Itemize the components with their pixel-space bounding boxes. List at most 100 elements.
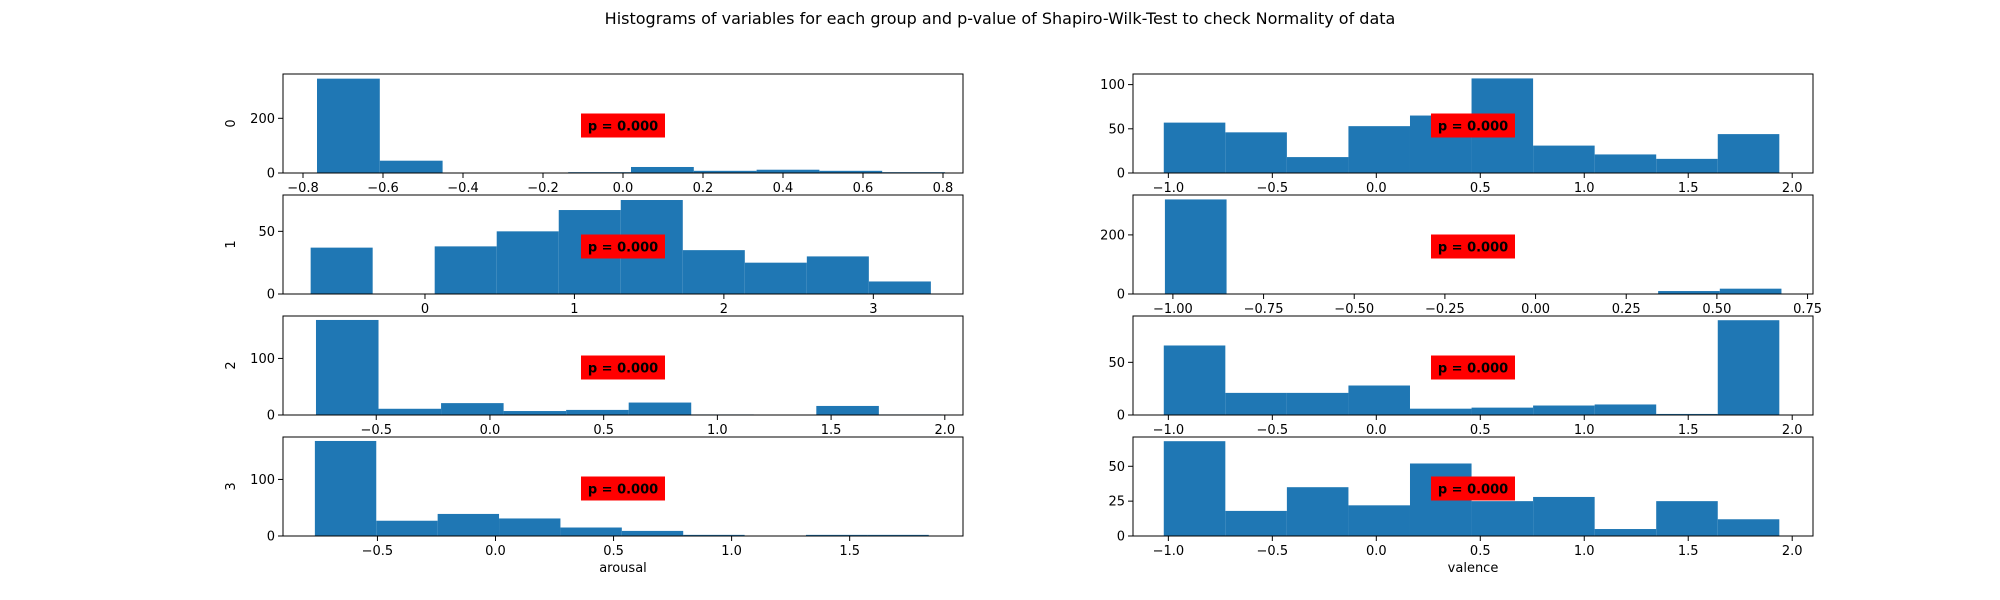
x-tick-label: 0.5 [593,423,614,438]
histogram-bar [693,170,757,173]
y-tick-label: 25 [1108,495,1125,510]
histogram-bar [628,402,692,415]
histogram-bar [1225,510,1287,536]
x-tick-label: 0.4 [773,181,794,196]
histogram-bar [682,250,745,294]
y-tick-label: 100 [1100,78,1125,93]
histogram-bar [1225,392,1287,415]
histogram-bar [496,231,559,294]
histogram-bar [1163,441,1226,536]
y-tick-label: 0 [1117,167,1125,182]
histogram-bar [867,534,929,536]
histogram-bar [560,527,622,536]
histogram-bar [566,409,629,415]
histogram-bar [683,534,745,536]
y-tick-label: 200 [1100,228,1125,243]
axes-frame [1132,73,1814,174]
p-value-box [581,113,665,138]
histogram-bar [1717,519,1780,536]
histogram-bar [744,262,807,294]
histogram-bar [1656,158,1718,173]
histogram-panel-3-0: −0.5 0.0 0.5 1.0 1.5 0 100 3 arousal p = 0.000 [224,436,964,576]
histogram-bar [437,513,500,536]
p-value-label: p = 0.000 [588,483,658,498]
histogram-bar [1594,404,1657,415]
histogram-bar [621,530,684,536]
x-tick-label: 0.0 [1366,181,1387,196]
histogram-bar [1717,134,1780,173]
histogram-panel-2-0: −0.5 0.0 0.5 1.0 1.5 2.0 0 100 2 p = 0.000 [224,315,964,438]
x-tick-label: 0.25 [1612,302,1641,317]
x-tick-label: −1.0 [1153,544,1185,559]
histogram-bar [317,78,380,173]
p-value-label: p = 0.000 [588,120,658,135]
x-tick-label: 2.0 [1782,181,1803,196]
histogram-bar [1533,145,1595,173]
x-tick-label: 1.0 [1574,423,1595,438]
x-tick-label: −1.0 [1153,181,1185,196]
x-tick-label: −1.00 [1153,302,1193,317]
histogram-bar [1348,505,1410,536]
x-tick-label: 2 [720,302,728,317]
histogram-bar [503,411,567,415]
x-tick-label: 0.75 [1793,302,1822,317]
x-tick-label: 1.0 [1574,181,1595,196]
histogram-bar [315,319,379,415]
x-tick-label: 3 [869,302,877,317]
histogram-panel-0-1: −1.0 −0.5 0.0 0.5 1.0 1.5 2.0 0 50 100 p = 0.000 [1100,73,1814,196]
x-tick-label: 1.5 [1678,544,1699,559]
x-tick-label: −0.50 [1334,302,1374,317]
x-tick-label: −0.5 [1257,181,1289,196]
axes-frame [282,194,964,295]
p-value-label: p = 0.000 [1438,120,1508,135]
x-tick-label: −0.5 [360,423,392,438]
x-tick-label: 1.0 [707,423,728,438]
x-tick-label: −1.0 [1153,423,1185,438]
x-tick-label: −0.25 [1425,302,1465,317]
histogram-bar [1286,157,1349,173]
x-tick-label: 0.50 [1702,302,1731,317]
y-axis-label: 2 [224,361,239,369]
p-value-box [581,476,665,501]
y-tick-label: 50 [1108,460,1125,475]
y-tick-label: 0 [1117,530,1125,545]
x-tick-label: −0.75 [1244,302,1284,317]
histogram-bar [441,403,504,415]
y-axis-label: 1 [224,240,239,248]
x-tick-label: 1.5 [821,423,842,438]
histogram-panel-0-0: −0.8 −0.6 −0.4 −0.2 0.0 0.2 0.4 0.6 0.8 0 200 0 p = … [224,73,964,196]
histogram-bar [1656,413,1718,415]
histogram-bar [1533,496,1595,536]
histogram-bar [314,440,377,536]
p-value-label: p = 0.000 [1438,362,1508,377]
histogram-bar [1225,132,1287,173]
histogram-bar [631,166,694,173]
p-value-box [1431,234,1515,259]
y-axis-label: 0 [224,119,239,127]
histogram-panel-3-1: −1.0 −0.5 0.0 0.5 1.0 1.5 2.0 0 25 50 valence p = 0… [1108,436,1814,576]
p-value-label: p = 0.000 [1438,483,1508,498]
histogram-bar [868,281,931,294]
x-tick-label: 1.0 [1574,544,1595,559]
y-tick-label: 0 [1117,288,1125,303]
x-tick-label: 1.5 [1678,181,1699,196]
x-tick-label: 0.5 [603,544,624,559]
histogram-bar [1348,126,1410,173]
histogram-bar [805,534,868,536]
x-tick-label: 0.0 [1366,544,1387,559]
histogram-panel-2-1: −1.0 −0.5 0.0 0.5 1.0 1.5 2.0 0 50 p = 0.000 [1108,315,1814,438]
histogram-bar [756,169,820,173]
histogram-bar [1658,291,1720,294]
x-tick-label: 0 [421,302,429,317]
histogram-bar [1471,501,1534,536]
y-tick-label: 200 [250,112,275,127]
y-tick-label: 100 [250,352,275,367]
histogram-bar [1164,199,1227,294]
x-tick-label: 0.8 [933,181,954,196]
histogram-bar [379,160,443,173]
y-tick-label: 50 [1108,122,1125,137]
histogram-bar [499,518,561,536]
histogram-bar [1471,407,1534,415]
